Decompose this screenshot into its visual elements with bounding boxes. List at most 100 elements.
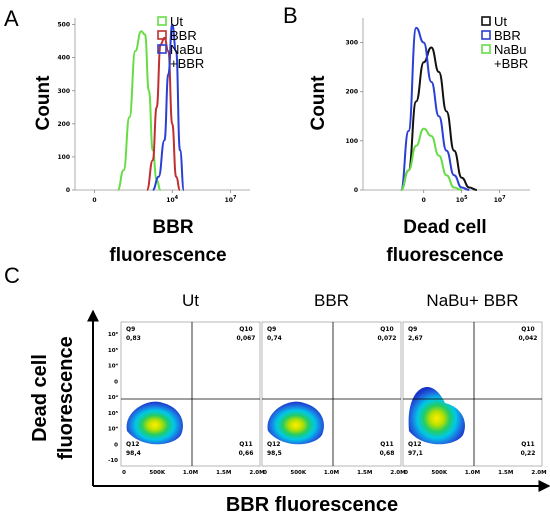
b-xtick-label: 0 bbox=[422, 197, 426, 204]
dotplot-2: NaBu+ BBR Q9 2,67 Q10 0,042 Q12 97,1 Q11 0,22 0 50… bbox=[402, 291, 547, 476]
c-xtick-2: 1.0M bbox=[465, 470, 480, 476]
c-xtick-2: 0 bbox=[404, 470, 408, 476]
b-ytick-label: 200 bbox=[345, 89, 358, 96]
c-xtick-2: 500K bbox=[431, 470, 447, 476]
q11-value-2: 0,22 bbox=[521, 450, 536, 457]
c-xtick-1: 500K bbox=[290, 470, 306, 476]
density-blob-0 bbox=[126, 401, 183, 445]
q12-value-0: 98,4 bbox=[126, 450, 141, 457]
q12-label-1: Q12 bbox=[267, 441, 280, 448]
a-series-line-2 bbox=[152, 23, 185, 191]
c-ytick: 10⁴ bbox=[108, 394, 119, 401]
a-ytick-label: 400 bbox=[57, 55, 70, 62]
q12-label-0: Q12 bbox=[126, 441, 139, 448]
c-xtick-1: 1.0M bbox=[324, 470, 339, 476]
a-ytick-label: 300 bbox=[57, 88, 70, 95]
a-xtick-label: 104 bbox=[166, 195, 178, 204]
a-ytick-label: 100 bbox=[57, 154, 70, 161]
c-xtick-0: 0 bbox=[122, 470, 126, 476]
a-ytick-label: 500 bbox=[57, 22, 70, 29]
xlabel-c: BBR fluorescence bbox=[226, 494, 398, 516]
q10-label-1: Q10 bbox=[380, 326, 393, 333]
dotplot-title-0: Ut bbox=[182, 291, 199, 310]
q11-label-2: Q11 bbox=[521, 441, 534, 448]
c-ytick: 0 bbox=[114, 379, 118, 385]
q9-value-1: 0,74 bbox=[267, 335, 282, 342]
density-blob-1 bbox=[267, 401, 324, 445]
b-xtick-label: 105 bbox=[456, 195, 468, 204]
b-legend-swatch-2 bbox=[481, 44, 491, 54]
b-legend-label-1: BBR bbox=[494, 28, 521, 43]
q9-label-0: Q9 bbox=[126, 326, 135, 333]
q12-label-2: Q12 bbox=[408, 441, 421, 448]
a-legend-label-2: NaBu bbox=[170, 42, 203, 57]
q9-label-2: Q9 bbox=[408, 326, 417, 333]
q12-value-2: 97,1 bbox=[408, 450, 423, 457]
xlabel-a-line2: fluorescence bbox=[109, 245, 226, 266]
dotplot-0: Ut Q9 0,83 Q10 0,067 Q12 98,4 Q11 0,66 0 500K 1.0M 1… bbox=[108, 291, 265, 476]
c-xtick-0: 2.0M bbox=[249, 470, 264, 476]
b-legend-swatch-0 bbox=[481, 16, 491, 26]
c-ytick: 10⁵ bbox=[108, 410, 119, 417]
ylabel-c-line2: fluorescence bbox=[55, 336, 77, 459]
q11-label-1: Q11 bbox=[380, 441, 393, 448]
xlabel-b-line2: fluorescence bbox=[386, 245, 503, 266]
a-legend-label-0: Ut bbox=[170, 14, 183, 29]
b-xtick-label: 107 bbox=[494, 195, 506, 204]
q11-label-0: Q11 bbox=[239, 441, 252, 448]
q9-value-0: 0,83 bbox=[126, 335, 141, 342]
a-xtick-label: 0 bbox=[92, 197, 96, 204]
panel-letter-b: B bbox=[283, 3, 298, 28]
c-ytick: 10⁵ bbox=[108, 347, 119, 354]
c-ytick: 0 bbox=[114, 442, 118, 448]
q11-value-1: 0,68 bbox=[380, 450, 395, 457]
b-ytick-label: 300 bbox=[345, 40, 358, 47]
c-ytick: -10 bbox=[108, 458, 118, 464]
dotplot-title-2: NaBu+ BBR bbox=[426, 291, 518, 310]
dotplot-title-1: BBR bbox=[314, 291, 349, 310]
b-legend-swatch-1 bbox=[481, 30, 491, 40]
c-xtick-0: 1.5M bbox=[216, 470, 231, 476]
c-ytick: 10⁶ bbox=[108, 331, 119, 338]
c-ytick: 10⁴ bbox=[108, 426, 119, 433]
c-xtick-1: 2.0M bbox=[390, 470, 405, 476]
histogram-a: 0 100 200 300 400 500 0 104 107 Count BBR fluor… bbox=[33, 14, 250, 266]
ylabel-c-line1: Dead cell bbox=[29, 354, 51, 442]
b-legend-label-0: Ut bbox=[494, 14, 507, 29]
a-ytick-label: 0 bbox=[66, 187, 70, 194]
b-ytick-label: 0 bbox=[354, 187, 358, 194]
a-series-line-0 bbox=[116, 30, 162, 191]
b-legend-label-2: NaBu bbox=[494, 42, 527, 57]
b-legend-label-3: +BBR bbox=[494, 56, 528, 71]
a-series-line-1 bbox=[145, 36, 181, 191]
b-series-line-0 bbox=[400, 46, 477, 191]
dotplot-1: BBR Q9 0,74 Q10 0,072 Q12 98,5 Q11 0,68 0 500K 1.0M… bbox=[261, 291, 406, 476]
q10-label-0: Q10 bbox=[239, 326, 252, 333]
b-ytick-label: 100 bbox=[345, 138, 358, 145]
c-xtick-2: 1.5M bbox=[498, 470, 513, 476]
ylabel-a: Count bbox=[33, 75, 54, 131]
histogram-b: 0 100 200 300 0 105 107 Count Dead cell fluor… bbox=[308, 14, 530, 266]
a-legend-label-1: BBR bbox=[170, 28, 197, 43]
a-legend-label-3: +BBR bbox=[170, 56, 204, 71]
a-legend-swatch-1 bbox=[157, 30, 167, 40]
q12-value-1: 98,5 bbox=[267, 450, 282, 457]
b-series-line-1 bbox=[399, 26, 470, 191]
q9-label-1: Q9 bbox=[267, 326, 276, 333]
q10-value-1: 0,072 bbox=[378, 335, 397, 342]
c-xtick-2: 2.0M bbox=[531, 470, 546, 476]
xlabel-a-line1: BBR bbox=[152, 217, 193, 238]
q10-value-0: 0,067 bbox=[237, 335, 256, 342]
c-xtick-0: 1.0M bbox=[183, 470, 198, 476]
panel-letter-c: C bbox=[4, 263, 20, 288]
xlabel-b-line1: Dead cell bbox=[403, 217, 486, 238]
panel-letter-a: A bbox=[4, 6, 19, 31]
c-xtick-1: 0 bbox=[263, 470, 267, 476]
a-ytick-label: 200 bbox=[57, 121, 70, 128]
a-legend-swatch-2 bbox=[157, 44, 167, 54]
ylabel-b: Count bbox=[308, 75, 329, 131]
q11-value-0: 0,66 bbox=[239, 450, 254, 457]
q10-value-2: 0,042 bbox=[519, 335, 538, 342]
c-xtick-1: 1.5M bbox=[357, 470, 372, 476]
